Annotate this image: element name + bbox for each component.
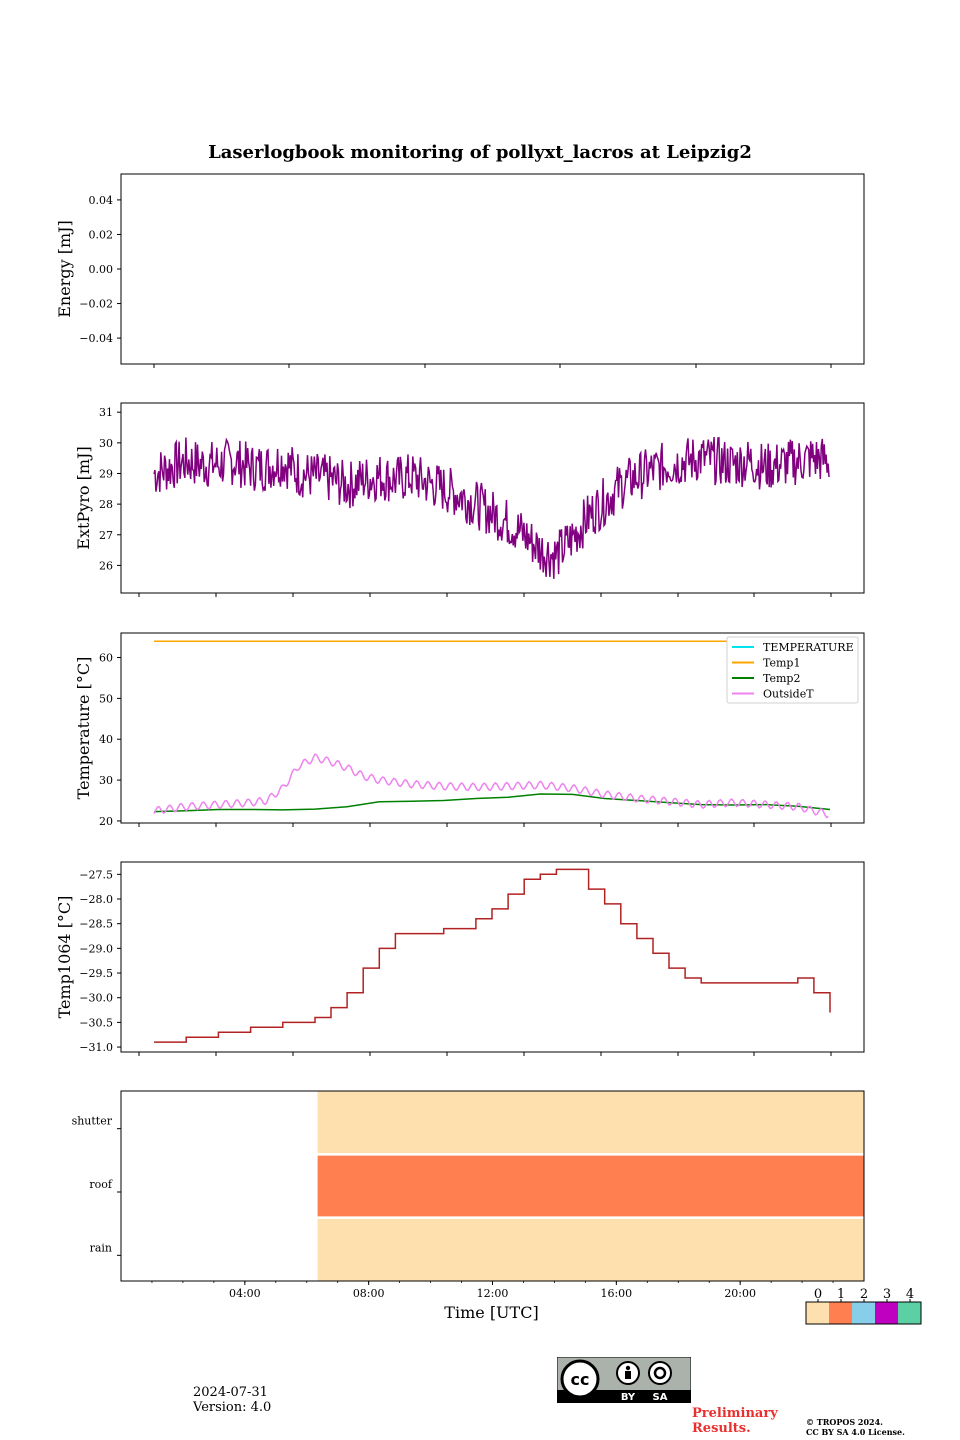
status-xtick-label-2: 12:00 (477, 1287, 509, 1300)
extpyro-ytick-label-0: 26 (99, 559, 113, 572)
legend-label-temp1: Temp1 (763, 657, 800, 670)
temperature-series-outsidet-line (153, 753, 829, 819)
status-row-label-shutter: shutter (72, 1115, 113, 1128)
temp1064-axes-frame (120, 861, 865, 1053)
temp1064-ytick-label-1: −30.5 (79, 1016, 113, 1029)
temperature-ylabel: Temperature [°C] (74, 657, 93, 800)
status-xtick-label-3: 16:00 (600, 1287, 632, 1300)
extpyro-ytick-label-5: 31 (99, 406, 113, 419)
temperature-legend (726, 636, 859, 704)
temperature-ytick-label-1: 30 (99, 774, 113, 787)
colorbar-swatch-1 (829, 1302, 852, 1324)
legend-label-outsidet: OutsideT (763, 688, 814, 701)
status-panel: shutter roof rain 04:00 08:00 12:00 16:00 20:00… (72, 1090, 922, 1325)
temp1064-panel: −31.0 −30.5 −30.0 −29.5 −29.0 −28.5 −28.0 −27.5… (55, 861, 865, 1056)
extpyro-ytick-label-4: 30 (99, 437, 113, 450)
colorbar-label-1: 1 (837, 1287, 845, 1302)
cc-license-badge: cc BY SA (557, 1357, 691, 1403)
legend-label-temperature: TEMPERATURE (763, 641, 854, 654)
energy-axes-frame (120, 173, 865, 365)
status-row-label-rain: rain (90, 1241, 112, 1254)
cc-text: cc (571, 1370, 590, 1389)
temp1064-ytick-label-6: −28.0 (79, 893, 113, 906)
cc-circle-icon (560, 1359, 600, 1399)
preliminary-note: Preliminary Results. (692, 1406, 802, 1436)
extpyro-ylabel: ExtPyro [mJ] (74, 446, 93, 549)
energy-ytick-label-0: −0.04 (79, 332, 113, 345)
status-xtick-label-4: 20:00 (724, 1287, 756, 1300)
extpyro-ytick-label-1: 27 (99, 529, 113, 542)
colorbar-label-2: 2 (860, 1287, 868, 1302)
energy-ytick-label-1: −0.02 (79, 298, 113, 311)
status-cell-roof (317, 1155, 864, 1217)
colorbar-label-3: 3 (883, 1287, 891, 1302)
temperature-axes-frame (120, 632, 865, 824)
preliminary-line-1: Preliminary (692, 1406, 778, 1421)
energy-panel: −0.04 −0.02 0.00 0.02 0.04 Energy [mJ] (55, 173, 865, 368)
temp1064-ylabel: Temp1064 [°C] (55, 896, 74, 1019)
energy-ytick-label-4: 0.04 (89, 194, 114, 207)
colorbar-swatch-2 (852, 1302, 875, 1324)
by-label: BY (621, 1392, 636, 1403)
energy-ytick-label-3: 0.02 (89, 228, 114, 241)
extpyro-axes-frame (120, 402, 865, 594)
colorbar-swatch-3 (875, 1302, 898, 1324)
sa-label: SA (653, 1392, 668, 1403)
legend-label-temp2: Temp2 (763, 672, 800, 685)
colorbar-label-0: 0 (814, 1287, 822, 1302)
copyright-line-2: CC BY SA 4.0 License. (806, 1427, 905, 1437)
status-xtick-label-1: 08:00 (353, 1287, 385, 1300)
extpyro-ytick-label-3: 29 (99, 467, 113, 480)
colorbar-swatch-4 (898, 1302, 921, 1324)
temp1064-ytick-label-7: −27.5 (79, 868, 113, 881)
colorbar-label-4: 4 (906, 1287, 914, 1302)
status-xtick-label-0: 04:00 (229, 1287, 261, 1300)
sa-share-icon (648, 1361, 672, 1385)
temp1064-ytick-label-3: −29.5 (79, 967, 113, 980)
temperature-ytick-label-0: 20 (99, 815, 113, 828)
copyright-note: © TROPOS 2024. CC BY SA 4.0 License. (806, 1417, 946, 1437)
status-row-label-roof: roof (89, 1178, 113, 1191)
temp1064-ytick-label-5: −28.5 (79, 918, 113, 931)
temperature-ytick-label-3: 50 (99, 692, 113, 705)
chart-title: Laserlogbook monitoring of pollyxt_lacro… (208, 142, 752, 163)
temp1064-series-line-line (154, 868, 831, 1043)
footer-version: Version: 4.0 (193, 1400, 272, 1415)
temperature-ytick-label-2: 40 (99, 733, 113, 746)
extpyro-panel: 26 27 28 29 30 31 ExtPyro [mJ] (74, 402, 865, 597)
preliminary-line-2: Results. (692, 1421, 751, 1436)
x-axis-label: Time [UTC] (444, 1303, 538, 1322)
status-cell-rain (317, 1218, 864, 1281)
extpyro-ytick-label-2: 28 (99, 498, 113, 511)
status-cell-shutter (317, 1091, 864, 1154)
copyright-line-1: © TROPOS 2024. (806, 1417, 883, 1427)
energy-ytick-label-2: 0.00 (89, 263, 114, 276)
temp1064-ytick-label-0: −31.0 (79, 1041, 113, 1054)
energy-ylabel: Energy [mJ] (55, 220, 74, 318)
footer-date: 2024-07-31 (193, 1385, 268, 1400)
temp1064-ytick-label-2: −30.0 (79, 992, 113, 1005)
extpyro-series-line-line (153, 436, 830, 579)
temperature-ytick-label-4: 60 (99, 652, 113, 665)
footer-meta: 2024-07-31 Version: 4.0 (193, 1385, 271, 1415)
temperature-panel: 20 30 40 50 60 Temperature [°C] TEMPERATURE Tem… (74, 632, 865, 828)
temp1064-ytick-label-4: −29.0 (79, 942, 113, 955)
colorbar-swatch-0 (806, 1302, 829, 1324)
